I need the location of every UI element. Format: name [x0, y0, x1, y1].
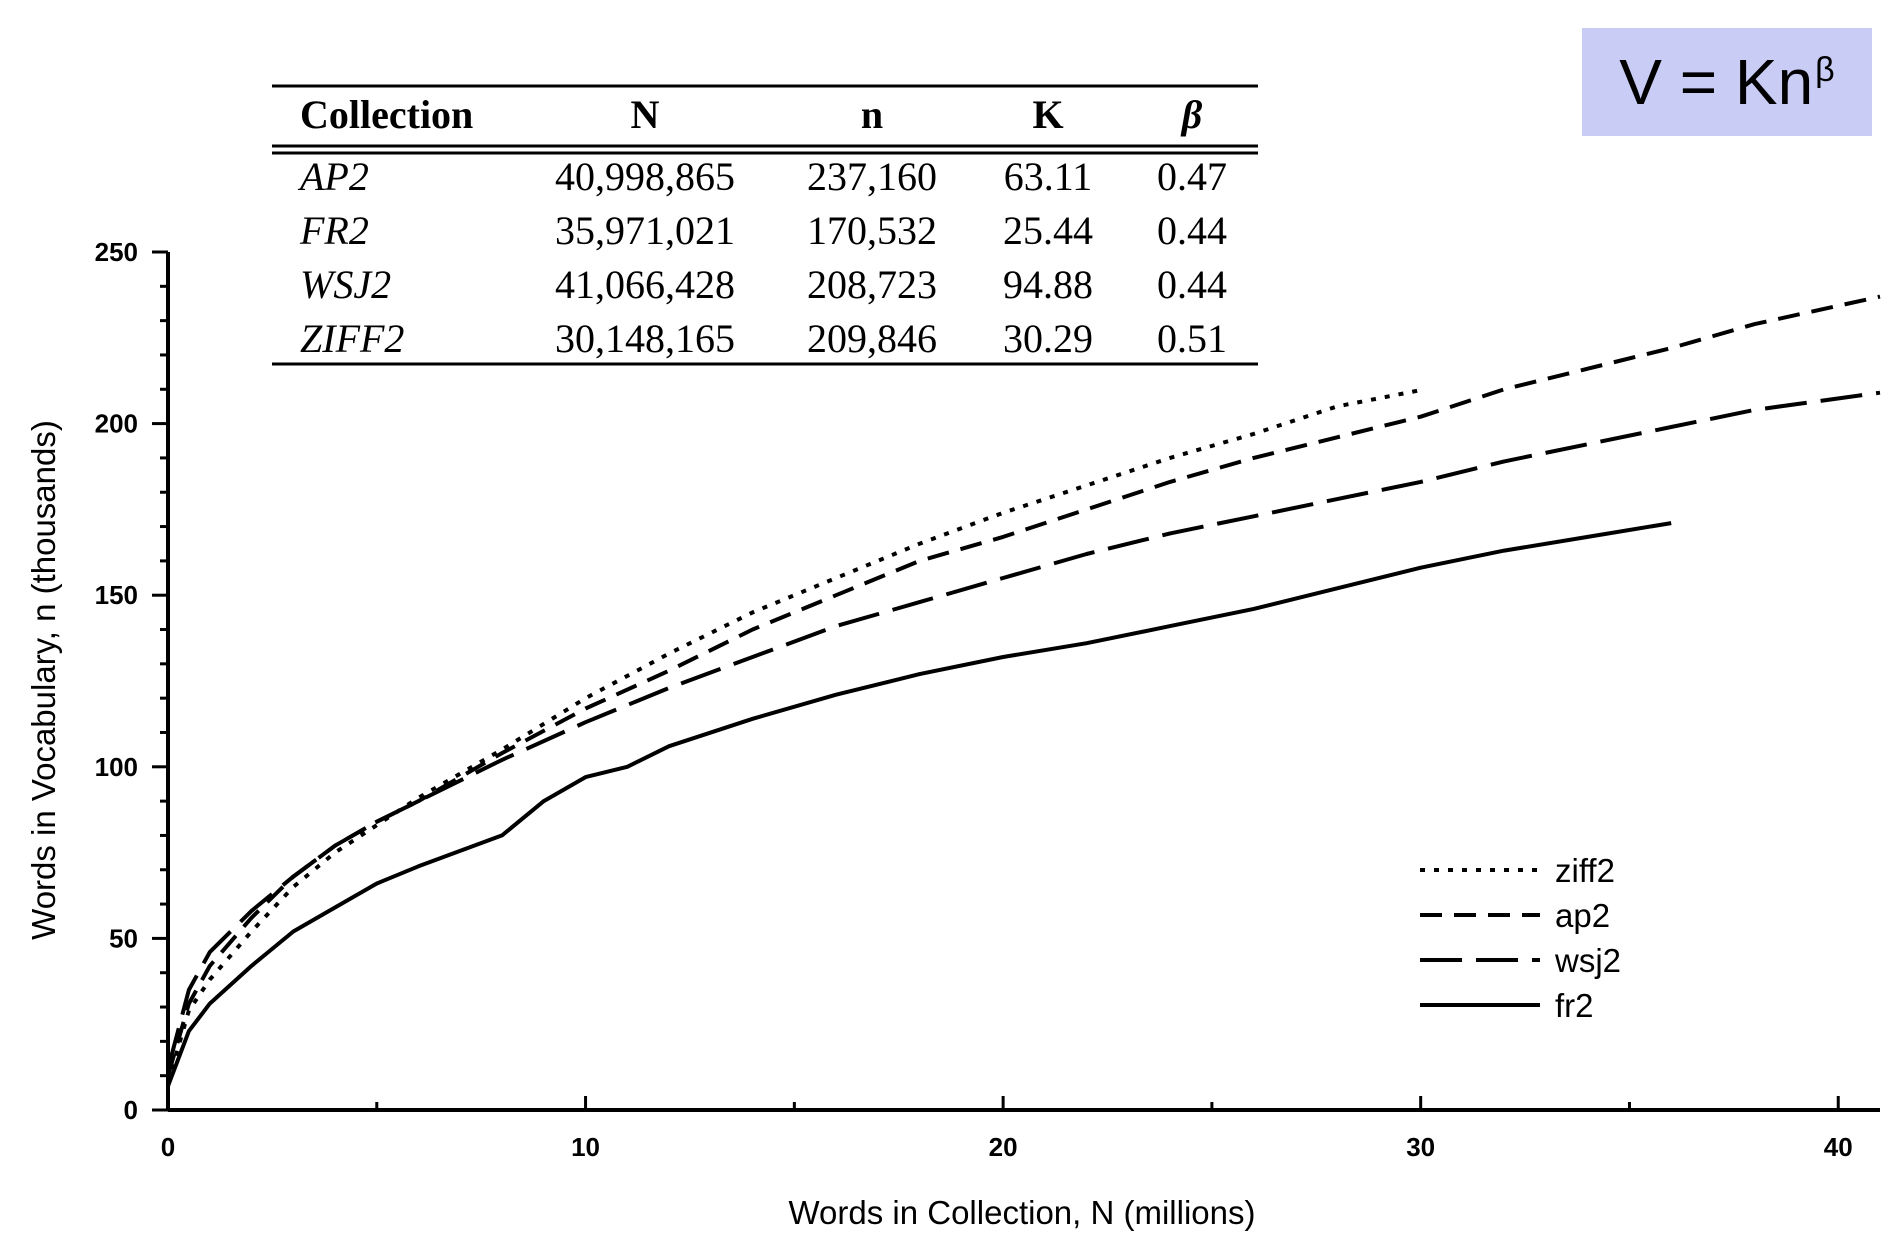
legend-label-wsj2: wsj2: [1554, 942, 1621, 979]
table-header-cell: Collection: [300, 92, 473, 137]
x-axis-label: Words in Collection, N (millions): [788, 1194, 1255, 1231]
table-cell: 209,846: [807, 316, 937, 361]
series-line-fr2: [166, 521, 1672, 1087]
table-cell: FR2: [299, 208, 369, 253]
table-cell: 0.51: [1157, 316, 1227, 361]
y-tick-label: 100: [95, 752, 138, 782]
table-background: [270, 82, 1260, 368]
table-header-cell: n: [861, 92, 883, 137]
legend: ziff2 ap2 wsj2 fr2: [1420, 852, 1621, 1024]
x-tick-label: 40: [1824, 1132, 1853, 1162]
table-cell: 0.47: [1157, 154, 1227, 199]
formula-badge: V = Kn β: [1582, 28, 1872, 136]
table-cell: 40,998,865: [555, 154, 735, 199]
table-cell: 63.11: [1004, 154, 1093, 199]
table-cell: 170,532: [807, 208, 937, 253]
y-axis-label: Words in Vocabulary, n (thousands): [25, 420, 62, 940]
x-tick-label: 20: [989, 1132, 1018, 1162]
table-cell: 0.44: [1157, 262, 1227, 307]
formula-exponent: β: [1815, 50, 1835, 89]
table-cell: 30.29: [1003, 316, 1093, 361]
legend-label-ap2: ap2: [1555, 897, 1610, 934]
legend-label-fr2: fr2: [1555, 987, 1594, 1024]
table-cell: 94.88: [1003, 262, 1093, 307]
y-tick-label: 50: [109, 923, 138, 953]
y-tick-label: 250: [95, 237, 138, 267]
legend-label-ziff2: ziff2: [1555, 852, 1615, 889]
series-layer: [166, 294, 1881, 1087]
formula-text: V = Kn: [1619, 46, 1814, 118]
y-tick-label: 200: [95, 409, 138, 439]
series-line-ap2: [166, 294, 1881, 1077]
y-tick-label: 150: [95, 580, 138, 610]
table-cell: 237,160: [807, 154, 937, 199]
table-cell: 0.44: [1157, 208, 1227, 253]
x-tick-label: 30: [1406, 1132, 1435, 1162]
table-cell: 208,723: [807, 262, 937, 307]
table-cell: 30,148,165: [555, 316, 735, 361]
y-tick-label: 0: [124, 1095, 138, 1125]
x-tick-label: 10: [571, 1132, 600, 1162]
table-header-cell: N: [631, 92, 660, 137]
table-cell: 35,971,021: [555, 208, 735, 253]
table-cell: 41,066,428: [555, 262, 735, 307]
table-cell: WSJ2: [300, 262, 391, 307]
table-cell: 25.44: [1003, 208, 1093, 253]
series-line-wsj2: [166, 390, 1881, 1070]
x-tick-label: 0: [161, 1132, 175, 1162]
axes: 0 10 20 30 40 0 50 100 150 200 250: [95, 237, 1880, 1162]
series-line-ziff2: [166, 387, 1426, 1084]
table-header-cell: K: [1032, 92, 1063, 137]
table-cell: ZIFF2: [300, 316, 404, 361]
table-header-cell: β: [1180, 92, 1203, 137]
table-cell: AP2: [297, 154, 369, 199]
